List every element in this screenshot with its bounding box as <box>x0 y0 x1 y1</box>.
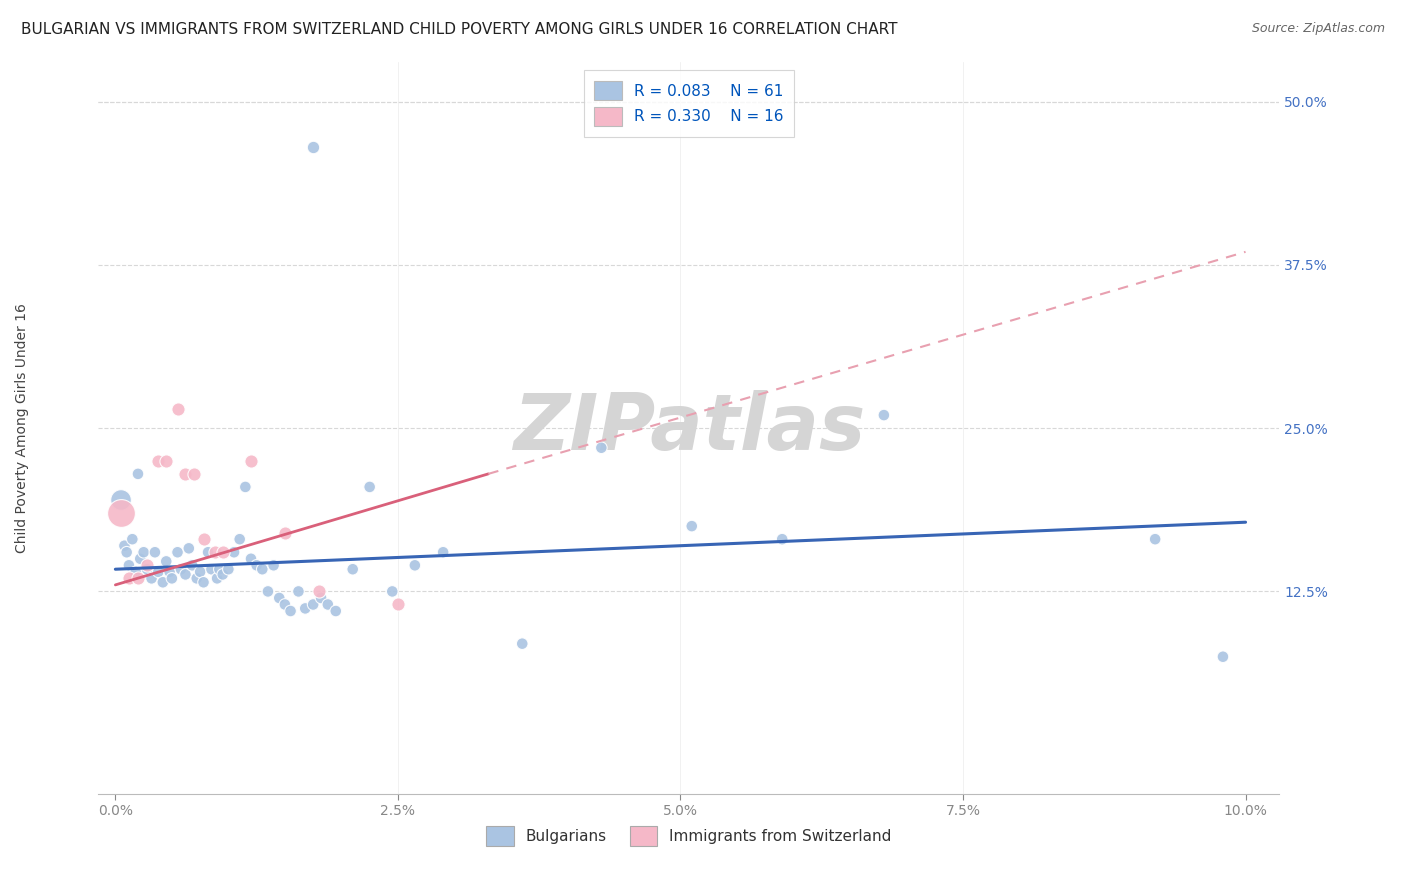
Point <box>174 567 197 582</box>
Point <box>170 562 193 576</box>
Point <box>181 558 204 573</box>
Point <box>127 571 149 585</box>
Point <box>280 604 302 618</box>
Point <box>166 545 188 559</box>
Point <box>110 493 132 508</box>
Point <box>873 408 896 422</box>
Point <box>132 545 155 559</box>
Point <box>193 575 215 590</box>
Point <box>217 562 239 576</box>
Point <box>263 558 285 573</box>
Point <box>1212 649 1234 664</box>
Text: ZIPatlas: ZIPatlas <box>513 390 865 467</box>
Point <box>387 598 409 612</box>
Point <box>136 562 159 576</box>
Point <box>186 571 208 585</box>
Point <box>302 140 325 154</box>
Point <box>240 454 263 468</box>
Point <box>381 584 404 599</box>
Point <box>118 571 141 585</box>
Point <box>200 562 222 576</box>
Point <box>342 562 364 576</box>
Point <box>770 532 793 546</box>
Point <box>591 441 613 455</box>
Point <box>222 545 245 559</box>
Y-axis label: Child Poverty Among Girls Under 16: Child Poverty Among Girls Under 16 <box>15 303 30 553</box>
Point <box>432 545 454 559</box>
Point <box>269 591 291 605</box>
Point <box>257 584 280 599</box>
Point <box>148 454 170 468</box>
Point <box>681 519 703 533</box>
Point <box>155 454 177 468</box>
Point <box>302 598 325 612</box>
Point <box>159 565 181 579</box>
Point <box>309 591 332 605</box>
Text: BULGARIAN VS IMMIGRANTS FROM SWITZERLAND CHILD POVERTY AMONG GIRLS UNDER 16 CORR: BULGARIAN VS IMMIGRANTS FROM SWITZERLAND… <box>21 22 897 37</box>
Point <box>148 565 170 579</box>
Point <box>155 554 177 568</box>
Point <box>141 571 163 585</box>
Point <box>510 637 533 651</box>
Point <box>274 598 297 612</box>
Point <box>115 545 138 559</box>
Point <box>316 598 339 612</box>
Point <box>287 584 309 599</box>
Point <box>211 567 233 582</box>
Point <box>193 532 215 546</box>
Point <box>188 565 211 579</box>
Point <box>211 545 233 559</box>
Point <box>121 532 143 546</box>
Point <box>127 467 149 481</box>
Point <box>136 558 159 573</box>
Point <box>228 532 250 546</box>
Point <box>274 525 297 540</box>
Point <box>1144 532 1167 546</box>
Point <box>208 562 231 576</box>
Point <box>325 604 347 618</box>
Point <box>152 575 174 590</box>
Text: Source: ZipAtlas.com: Source: ZipAtlas.com <box>1251 22 1385 36</box>
Point <box>204 545 226 559</box>
Point <box>197 545 219 559</box>
Point <box>404 558 426 573</box>
Point <box>205 571 228 585</box>
Point <box>143 545 166 559</box>
Point <box>160 571 183 585</box>
Point <box>174 467 197 481</box>
Point <box>246 558 269 573</box>
Point <box>240 551 263 566</box>
Point <box>294 601 316 615</box>
Point <box>118 558 141 573</box>
Point <box>112 539 135 553</box>
Point <box>252 562 274 576</box>
Legend: Bulgarians, Immigrants from Switzerland: Bulgarians, Immigrants from Switzerland <box>479 821 898 852</box>
Point <box>233 480 256 494</box>
Point <box>129 551 152 566</box>
Point <box>308 584 330 599</box>
Point <box>177 541 200 556</box>
Point <box>359 480 381 494</box>
Point <box>125 565 148 579</box>
Point <box>166 401 188 416</box>
Point <box>183 467 205 481</box>
Point <box>110 506 132 520</box>
